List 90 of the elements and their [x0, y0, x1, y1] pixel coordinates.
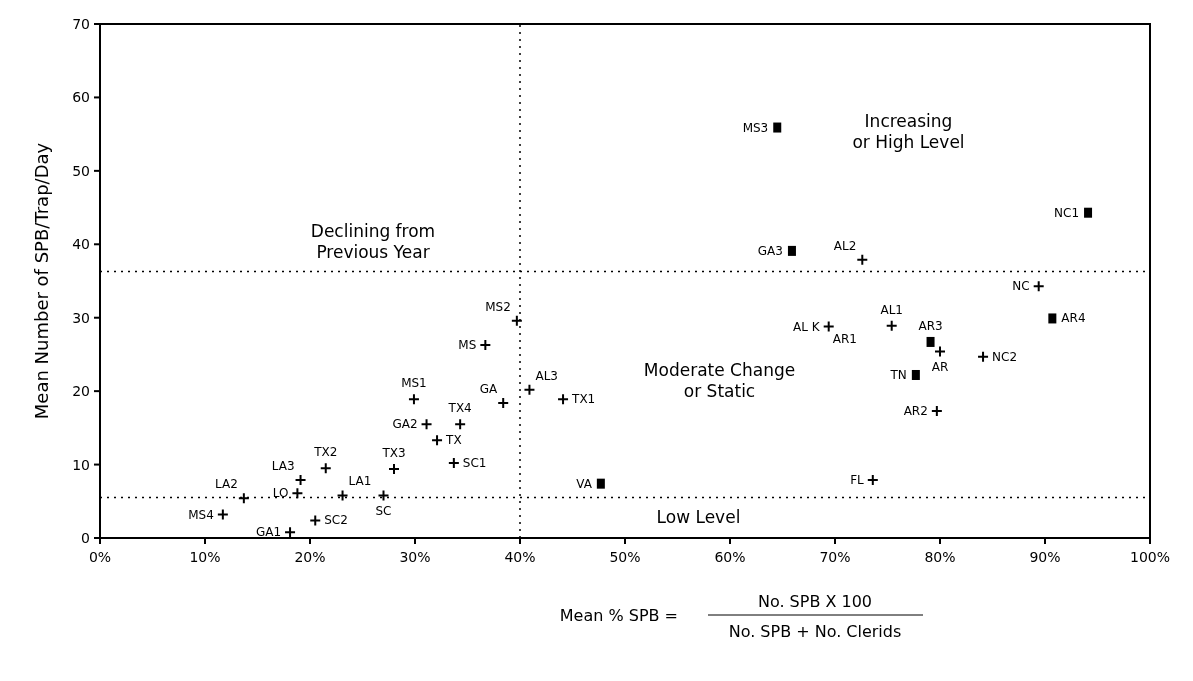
point: [510, 314, 523, 327]
point: [237, 492, 250, 505]
x-tick-label: 50%: [609, 549, 641, 565]
data-label: TX4: [447, 401, 472, 416]
y-tick-label: 60: [72, 89, 90, 106]
annotation: Moderate Change or Static: [643, 360, 796, 402]
data-label: AL K: [793, 319, 821, 334]
x-tick-label: 80%: [924, 549, 956, 565]
y-tick-label: 40: [72, 236, 90, 253]
y-tick-label: 70: [72, 16, 90, 32]
data-label: MS4: [188, 507, 214, 522]
annotation: Low Level: [656, 507, 741, 528]
annotation: AR1: [832, 331, 857, 346]
data-label: TX3: [381, 445, 406, 460]
point: [336, 489, 349, 502]
y-tick-label: 0: [81, 530, 90, 546]
point: [977, 350, 990, 363]
data-label: AR4: [1061, 311, 1086, 326]
data-label: LO: [272, 486, 289, 501]
data-label: AL2: [833, 238, 857, 253]
data-label: GA2: [392, 417, 418, 432]
point: [557, 393, 570, 406]
text: No. SPB + No. Clerids: [728, 622, 902, 641]
data-label: MS: [458, 337, 477, 352]
point: [1084, 207, 1093, 218]
data-label: AL1: [880, 302, 903, 317]
data-label: MS2: [485, 299, 511, 314]
data-label: LA1: [348, 474, 372, 489]
point: [454, 418, 467, 431]
y-tick-label: 30: [72, 309, 90, 326]
data-label: GA3: [757, 243, 783, 258]
data-label: FL: [850, 472, 865, 487]
point: [420, 418, 433, 431]
y-tick-label: 20: [72, 383, 90, 400]
data-label: NC: [1012, 279, 1030, 294]
point: [596, 478, 605, 489]
point: [822, 320, 835, 333]
point: [1048, 313, 1057, 324]
x-tick-label: 100%: [1129, 549, 1171, 565]
x-tick-label: 0%: [88, 549, 112, 565]
point: [1032, 280, 1045, 293]
data-label: AR3: [918, 318, 943, 333]
point: [431, 434, 444, 447]
data-label: VA: [576, 476, 593, 491]
y-axis-title: Mean Number of SPB/Trap/Day: [31, 142, 52, 420]
data-label: AL3: [535, 368, 558, 383]
data-label: AR2: [903, 403, 928, 418]
data-label: MS1: [401, 376, 427, 391]
data-label: NC1: [1054, 205, 1080, 220]
text: No. SPB X 100: [757, 592, 873, 611]
data-label: SC2: [324, 513, 348, 528]
point: [377, 489, 390, 502]
point: [523, 383, 536, 396]
point: [407, 393, 420, 406]
data-label: LA2: [215, 477, 238, 492]
data-label: AR: [931, 360, 949, 375]
point: [885, 319, 898, 332]
data-label: TX1: [571, 392, 596, 407]
point: [926, 336, 935, 347]
x-tick-label: 20%: [294, 549, 326, 565]
data-label: SC1: [462, 456, 487, 471]
x-axis-title: Mean % SPB =: [559, 606, 678, 625]
point: [934, 345, 946, 358]
point: [319, 462, 332, 475]
x-tick-label: 60%: [714, 549, 746, 565]
point: [787, 245, 796, 256]
data-label: LA3: [271, 458, 295, 473]
data-label: SC: [375, 504, 392, 519]
annotation: Declining from Previous Year: [310, 220, 436, 262]
point: [856, 253, 869, 266]
data-label: NC2: [992, 349, 1018, 364]
data-label: MS3: [742, 120, 769, 135]
x-tick-label: 30%: [399, 549, 431, 565]
point: [773, 122, 782, 133]
data-label: GA1: [255, 525, 282, 540]
point: [291, 487, 304, 500]
point: [216, 508, 229, 521]
annotation: Increasing or High Level: [852, 110, 965, 152]
data-label: TX2: [313, 445, 338, 460]
data-label: TN: [889, 367, 907, 382]
point: [309, 514, 322, 527]
x-tick-label: 70%: [819, 549, 851, 565]
y-tick-label: 10: [72, 456, 90, 473]
data-label: GA: [479, 381, 498, 396]
x-tick-label: 40%: [504, 549, 536, 565]
y-tick-label: 50: [72, 162, 90, 179]
x-tick-label: 90%: [1029, 549, 1061, 565]
x-tick-label: 10%: [189, 549, 221, 565]
data-label: TX: [445, 433, 462, 448]
point: [911, 369, 920, 380]
